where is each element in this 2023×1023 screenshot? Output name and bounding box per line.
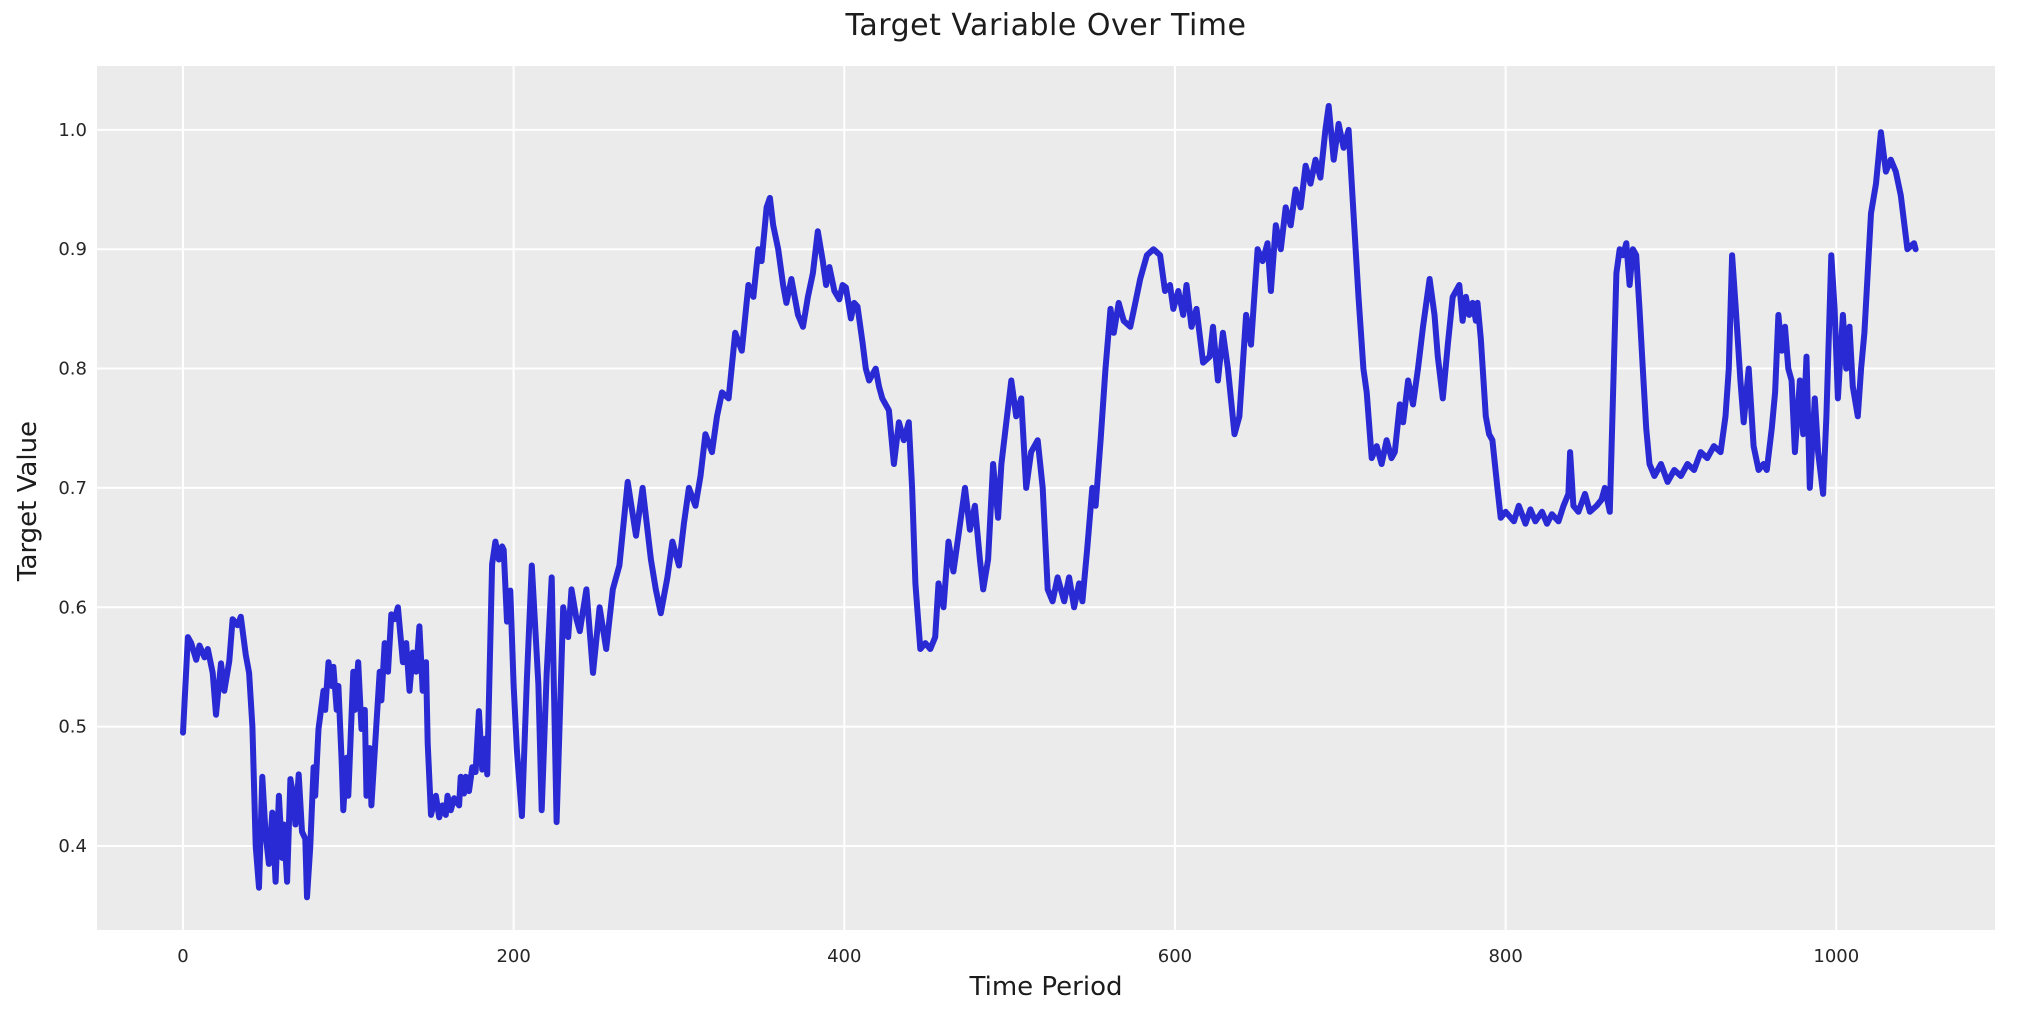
y-axis-label: Target Value (13, 420, 43, 582)
x-axis-label: Time Period (969, 972, 1123, 1002)
chart-title: Target Variable Over Time (845, 8, 1247, 43)
y-tick-label: 0.5 (58, 717, 87, 738)
series-line (180, 103, 1919, 901)
y-tick-label: 0.8 (58, 359, 87, 380)
y-tick-label: 0.6 (58, 597, 87, 618)
x-tick-label: 800 (1488, 946, 1522, 967)
x-tick-label: 1000 (1813, 946, 1859, 967)
x-tick-label: 600 (1158, 946, 1192, 967)
y-tick-label: 0.9 (58, 239, 87, 260)
x-tick-label: 0 (177, 946, 188, 967)
x-tick-label: 400 (827, 946, 861, 967)
y-tick-label: 1.0 (58, 120, 87, 141)
y-tick-label: 0.4 (58, 836, 87, 857)
x-tick-label: 200 (496, 946, 530, 967)
y-tick-label: 0.7 (58, 478, 87, 499)
